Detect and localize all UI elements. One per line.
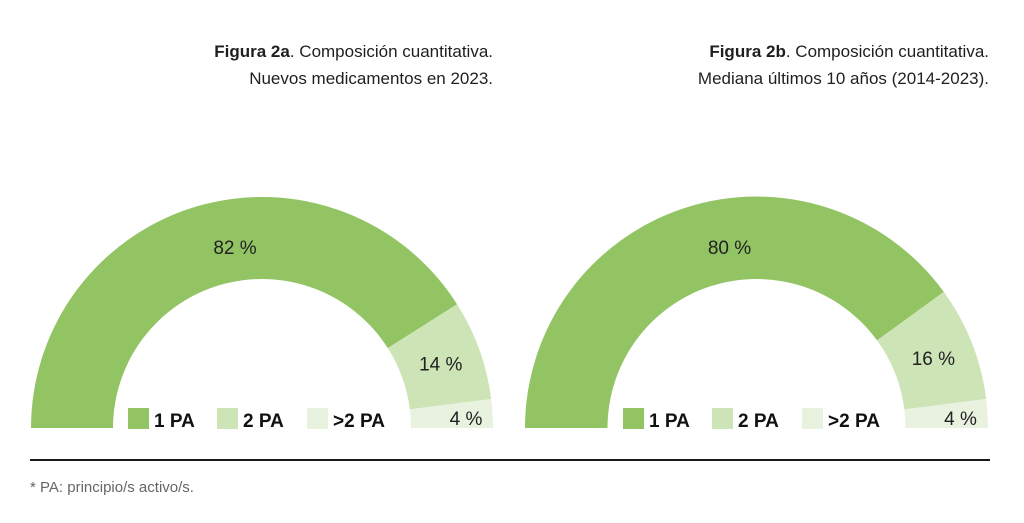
legend-label: 2 PA (243, 411, 284, 432)
figure-2b-title-bold: Figura 2b (709, 42, 786, 61)
segment-value-label: 4 % (944, 409, 977, 430)
segment-2papa (904, 398, 988, 428)
half-donut-chart-2b: 80 % 16 % 4 % 1 PA 2 PA >2 PA (525, 196, 988, 432)
chart-legend: 1 PA 2 PA >2 PA (623, 408, 880, 432)
figure-2a-title-rest: . Composición cuantitativa. (289, 42, 493, 61)
figure-2a-title: Figura 2a. Composición cuantitativa. Nue… (214, 38, 493, 92)
half-donut-chart-2a: 82 % 14 % 4 % 1 PA 2 PA >2 PA (31, 197, 493, 432)
segment-2papa (387, 304, 492, 410)
chart-legend: 1 PA 2 PA >2 PA (128, 408, 385, 432)
segment-value-label: 14 % (419, 355, 462, 376)
figure-2b-subtitle: Mediana últimos 10 años (2014-2023). (697, 69, 989, 88)
legend-label: 1 PA (154, 411, 195, 432)
legend-swatch (802, 408, 823, 429)
divider-rule (30, 459, 990, 461)
footnote: * PA: principio/s activo/s. (30, 479, 194, 496)
legend-label: >2 PA (333, 411, 385, 432)
legend-label: 1 PA (649, 411, 690, 432)
segment-1papa (525, 196, 944, 428)
legend-swatch (217, 408, 238, 429)
figure-2b-title: Figura 2b. Composición cuantitativa. Med… (698, 38, 989, 92)
legend-swatch (307, 408, 328, 429)
legend-label: 2 PA (738, 411, 779, 432)
figure-2a-title-bold: Figura 2a (214, 42, 290, 61)
figure-2a-subtitle: Nuevos medicamentos en 2023. (249, 69, 493, 88)
segment-2papa (877, 291, 987, 410)
legend-swatch (623, 408, 644, 429)
figure-2b-title-rest: . Composición cuantitativa. (785, 42, 989, 61)
segment-value-label: 16 % (912, 349, 955, 370)
segment-value-label: 80 % (708, 238, 751, 259)
legend-label: >2 PA (828, 411, 880, 432)
legend-swatch (712, 408, 733, 429)
segment-1papa (31, 197, 458, 428)
segment-2papa (409, 399, 493, 428)
segment-value-label: 4 % (450, 409, 483, 430)
legend-swatch (128, 408, 149, 429)
segment-value-label: 82 % (213, 238, 256, 259)
